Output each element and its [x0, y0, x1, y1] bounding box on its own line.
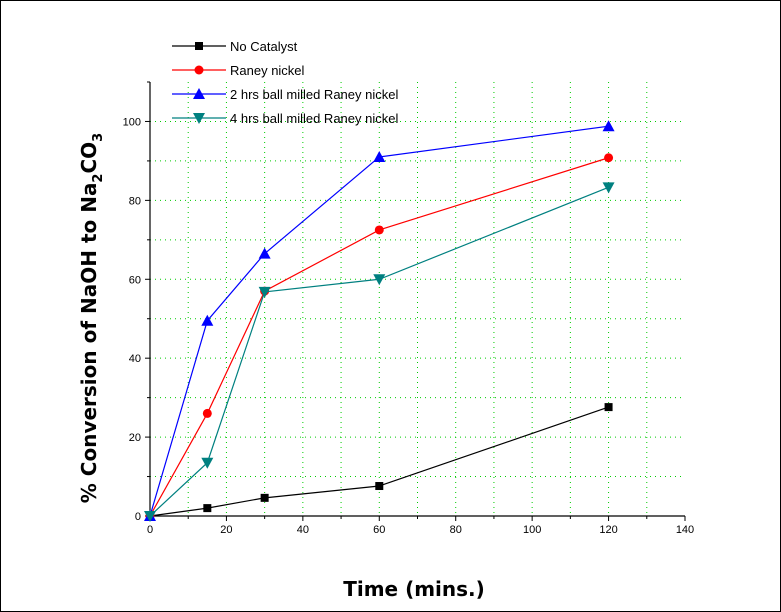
y-axis-title-sub1: 2	[91, 174, 106, 183]
legend-marker	[194, 65, 204, 75]
series-3	[144, 120, 615, 521]
data-point	[373, 150, 386, 162]
legend-label: 2 hrs ball milled Raney nickel	[230, 87, 398, 102]
legend-label: 4 hrs ball milled Raney nickel	[230, 111, 398, 126]
series-line	[149, 186, 609, 517]
x-tick-label: 140	[676, 524, 694, 536]
data-point	[258, 286, 271, 298]
series-line	[149, 406, 609, 517]
legend-item-2: Raney nickel	[172, 63, 305, 78]
x-tick-label: 20	[220, 524, 232, 536]
legend-item-4: 4 hrs ball milled Raney nickel	[172, 111, 398, 126]
data-point	[604, 153, 614, 163]
legend-label: Raney nickel	[230, 63, 305, 78]
series-2	[145, 153, 614, 521]
axes: 0 20 40 60 80 100 120 140 0 20 40 60 80 100	[123, 81, 694, 536]
y-tick-label: 0	[135, 511, 141, 523]
legend-marker	[193, 113, 205, 124]
x-tick-label: 40	[297, 524, 309, 536]
data-point	[604, 403, 613, 412]
y-tick-label: 40	[129, 353, 141, 365]
x-tick-label: 100	[523, 524, 541, 536]
data-point	[202, 408, 212, 418]
data-point	[374, 225, 384, 235]
legend: No Catalyst Raney nickel 2 hrs ball milled…	[172, 39, 398, 126]
data-point	[260, 493, 269, 502]
y-axis-title: % Conversion of NaOH to Na2CO3	[77, 133, 106, 503]
y-tick-label: 80	[129, 195, 141, 207]
data-point	[201, 457, 214, 469]
x-axis-title: Time (mins.)	[343, 577, 485, 601]
grid	[150, 82, 685, 516]
legend-marker	[195, 42, 203, 50]
y-axis-title-sub2: 3	[91, 133, 106, 142]
data-point	[201, 314, 214, 326]
y-tick-label: 60	[129, 274, 141, 286]
x-tick-label: 120	[599, 524, 617, 536]
legend-item-3: 2 hrs ball milled Raney nickel	[172, 87, 398, 102]
y-axis-title-mid: CO	[77, 142, 101, 174]
series-group	[144, 120, 615, 522]
data-point	[373, 274, 386, 286]
legend-label: No Catalyst	[230, 39, 298, 54]
x-tick-label: 80	[450, 524, 462, 536]
legend-item-1: No Catalyst	[172, 39, 298, 54]
data-point	[602, 182, 615, 194]
data-point	[203, 504, 212, 513]
series-4	[144, 182, 615, 522]
data-point	[602, 120, 615, 132]
y-tick-label: 100	[123, 116, 141, 128]
y-axis-title-text: % Conversion of NaOH to Na	[77, 183, 101, 504]
x-tick-label: 0	[147, 524, 153, 536]
y-tick-label: 20	[129, 432, 141, 444]
data-point	[258, 247, 271, 259]
data-point	[144, 511, 156, 522]
legend-marker	[193, 88, 205, 99]
x-tick-label: 60	[373, 524, 385, 536]
data-point	[375, 482, 384, 491]
